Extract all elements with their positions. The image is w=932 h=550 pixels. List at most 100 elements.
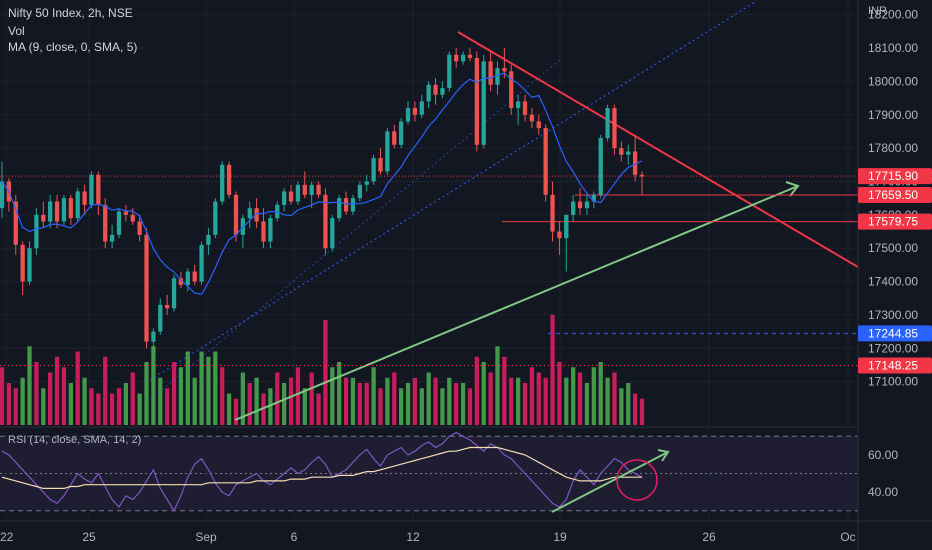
ma-legend[interactable]: MA (9, close, 0, SMA, 5) [8,40,138,54]
volume-bar [109,393,115,425]
volume-bar [639,398,645,425]
volume-bar [419,388,424,425]
volume-bar [536,372,541,425]
volume-bar [240,372,245,425]
rsi-trendline [551,451,669,513]
volume-bar [378,388,383,425]
volume-bar [268,388,273,425]
candle-body [240,218,245,235]
volume-bar [440,388,445,425]
channel-upper-line [149,1,756,381]
volume-bar [13,388,18,425]
volume-bar [392,372,397,425]
candle-body [509,71,514,109]
candle-body [584,201,590,209]
price-axis-background [858,0,932,550]
symbol-legend[interactable]: Nifty 50 Index, 2h, NSE [8,6,133,20]
candle-body [337,198,342,219]
volume-bar [350,377,356,425]
volume-bar [213,351,218,425]
candle-body [323,194,328,249]
volume-bar [96,393,101,425]
volume-bar [405,383,411,425]
candle-body [481,61,486,145]
candle-body [171,278,177,309]
rsi-legend[interactable]: RSI (14, close, SMA, 14, 2) [8,434,142,446]
volume-bar [447,377,452,425]
volume-bar [226,393,232,425]
time-tick-label: 6 [291,530,298,544]
volume-bar [626,383,631,425]
volume-bar [48,372,53,425]
volume-bar [158,377,163,425]
volume-bar [68,383,73,425]
candle-body [364,181,369,185]
candle-body [426,84,431,102]
candle-body [137,221,142,235]
volume-bar [123,383,129,425]
candle-body [41,214,46,222]
candle-body [89,174,94,205]
candle-body [165,304,170,309]
time-tick-label: Sep [195,530,217,544]
volume-bar [144,362,149,425]
rsi-trendline-arrowhead [657,449,670,462]
ascending-trendline [234,185,799,421]
candle-body [261,221,266,242]
volume-bar [82,377,87,425]
volume-bar [460,383,466,425]
candle-body [392,131,397,145]
volume-bar [178,367,184,425]
volume-bar [130,372,135,425]
price-label-text: 17715.90 [868,169,918,183]
volume-bar [254,377,259,425]
candle-body [226,164,232,195]
price-tick-label: 17400.00 [868,275,918,289]
candle-body [605,108,610,139]
ascending-arrowhead [785,181,800,197]
candle-body [399,121,404,145]
volume-bar [323,320,328,425]
volume-bar [0,367,5,425]
rsi-ma-line [1,446,642,489]
candle-body [130,214,135,222]
candle-body [96,174,101,205]
descending-trendline [457,31,859,268]
volume-bar [233,398,239,425]
channel-lower-line [149,59,561,401]
candle-body [405,108,411,122]
candle-body [103,204,108,242]
candle-body [447,54,452,89]
candle-body [220,164,225,202]
volume-bar [584,383,590,425]
volume-bar [502,356,507,425]
candle-body [550,194,555,232]
candle-body [454,54,459,62]
candle-body [639,174,645,177]
candle-body [557,231,562,239]
rsi-band [0,436,858,511]
volume-bar [199,351,204,425]
candle-body [247,208,252,219]
volume-bar [343,377,349,425]
candle-body [515,101,521,109]
volume-legend[interactable]: Vol [8,24,25,38]
volume-bar [34,362,39,425]
candle-body [116,211,122,235]
volume-bar [103,356,108,425]
volume-bar [220,367,225,425]
candle-body [309,184,314,195]
candle-body [536,121,541,129]
price-label-text: 17244.85 [868,326,918,340]
candle-body [82,191,87,205]
currency-label: INR [868,5,887,17]
volume-bar [302,388,307,425]
volume-bar [509,377,514,425]
candle-body [460,54,466,62]
volume-bar [564,377,569,425]
candle-layer [0,48,645,355]
candle-body [151,331,156,342]
volume-bar [261,393,266,425]
